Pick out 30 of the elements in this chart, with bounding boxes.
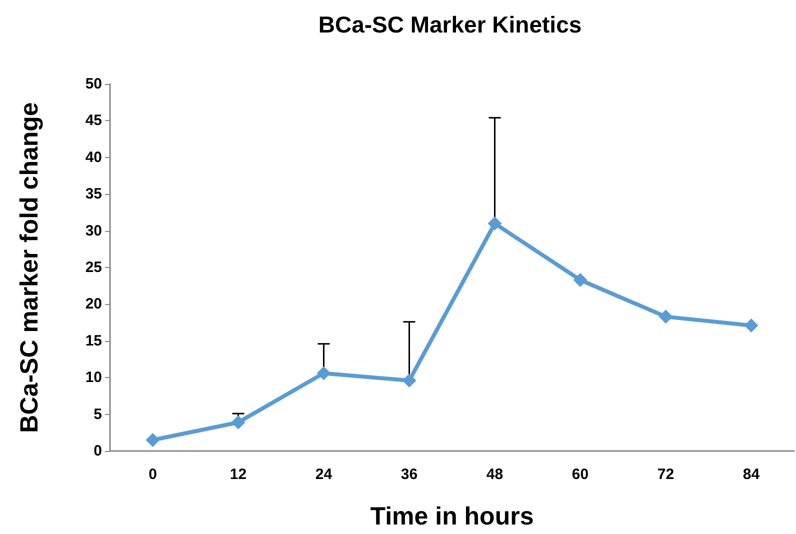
- point: [402, 374, 416, 388]
- point: [573, 272, 588, 287]
- y-tick-label: 30: [85, 222, 102, 240]
- y-tick-label: 5: [94, 406, 102, 423]
- point: [658, 310, 673, 324]
- y-tick-label: 15: [85, 332, 102, 350]
- y-axis-title: BCa-SC marker fold change: [16, 102, 44, 433]
- y-tick-label: 10: [85, 369, 102, 386]
- point: [146, 432, 160, 447]
- chart-title: BCa-SC Marker Kinetics: [318, 12, 582, 38]
- x-tick-label: 60: [572, 466, 589, 483]
- point: [316, 366, 331, 380]
- y-tick-label: 50: [85, 76, 102, 92]
- x-tick-label: 0: [148, 466, 157, 483]
- x-axis-title: Time in hours: [370, 502, 534, 530]
- point: [488, 216, 502, 230]
- x-tick-label: 12: [230, 466, 247, 483]
- y-tick-label: 25: [85, 259, 102, 276]
- point: [231, 415, 246, 430]
- x-tick-label: 24: [315, 466, 333, 483]
- y-tick-label: 0: [94, 442, 102, 460]
- x-tick-label: 72: [657, 466, 674, 483]
- y-tick-label: 40: [85, 148, 102, 166]
- x-tick-label: 48: [486, 466, 504, 483]
- y-tick-label: 35: [85, 186, 102, 203]
- x-tick-label: 36: [400, 466, 418, 483]
- x-tick-label: 84: [742, 466, 760, 483]
- point: [744, 318, 758, 332]
- y-tick-label: 20: [85, 296, 102, 313]
- y-tick-label: 45: [85, 112, 102, 130]
